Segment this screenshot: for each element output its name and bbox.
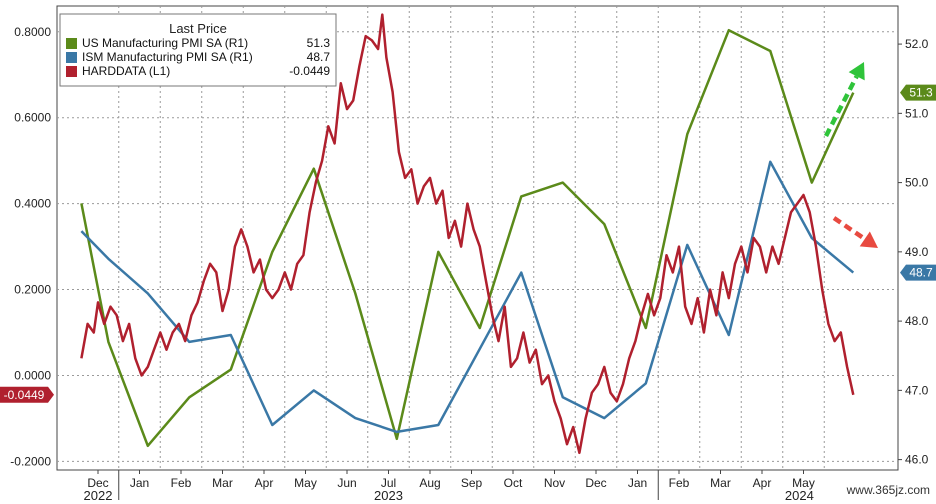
last-value-badges: 51.3 48.7 -0.0449: [0, 84, 936, 403]
x-tick-label: Dec: [585, 476, 606, 490]
down-arrow-icon: [832, 216, 878, 248]
series-line-us-manufacturing-pmi-sa: [80, 28, 855, 448]
watermark: www.365jz.com: [846, 483, 930, 497]
series-line-harddata: [80, 13, 855, 455]
right-axis-ticks: 52.0 51.0 50.0 49.0 48.0 47.0 46.0: [898, 37, 929, 467]
right-tick-label: 52.0: [905, 37, 929, 51]
x-tick-label: Mar: [710, 476, 731, 490]
x-tick-label: Jan: [130, 476, 149, 490]
x-tick-label: Sep: [461, 476, 483, 490]
right-tick-label: 48.0: [905, 314, 929, 328]
left-tick-label: 0.6000: [14, 111, 51, 125]
legend-label: HARDDATA (L1): [82, 64, 170, 78]
legend-label: US Manufacturing PMI SA (R1): [82, 36, 248, 50]
arrow-head: [859, 231, 878, 248]
left-tick-label: -0.2000: [10, 454, 51, 468]
left-tick-label: 0.2000: [14, 283, 51, 297]
arrow-head: [848, 62, 865, 81]
legend-value: 48.7: [307, 50, 331, 64]
ism-pmi-last-badge: 48.7: [900, 264, 936, 281]
badge-shape: [900, 264, 936, 281]
x-year-label: 2022: [84, 488, 113, 503]
x-tick-label: Aug: [419, 476, 440, 490]
legend-title: Last Price: [169, 21, 227, 36]
x-tick-label: Dec: [87, 476, 108, 490]
x-tick-label: Jul: [381, 476, 396, 490]
x-tick-label: Feb: [171, 476, 192, 490]
x-tick-label: Oct: [504, 476, 523, 490]
x-tick-label: Jan: [628, 476, 647, 490]
badge-label: 51.3: [909, 86, 933, 100]
legend-value: -0.0449: [289, 64, 330, 78]
right-tick-label: 51.0: [905, 106, 929, 120]
x-tick-label: Jun: [337, 476, 356, 490]
us-pmi-last-badge: 51.3: [900, 84, 936, 101]
legend-swatch: [66, 38, 77, 49]
x-tick-label: Mar: [212, 476, 233, 490]
harddata-last-badge: -0.0449: [0, 386, 54, 403]
x-year-label: 2024: [785, 488, 814, 503]
legend-label: ISM Manufacturing PMI SA (R1): [82, 50, 253, 64]
right-tick-label: 47.0: [905, 383, 929, 397]
series-lines: [80, 13, 855, 455]
right-tick-label: 46.0: [905, 453, 929, 467]
badge-label: 48.7: [909, 266, 933, 280]
legend-swatch: [66, 66, 77, 77]
arrow-shaft: [823, 75, 859, 138]
up-arrow-icon: [823, 62, 865, 138]
series-line-ism-manufacturing-pmi-sa: [80, 160, 855, 434]
left-tick-label: 0.4000: [14, 197, 51, 211]
badge-label: -0.0449: [4, 388, 45, 402]
badge-shape: [0, 386, 54, 403]
left-tick-label: 0.8000: [14, 25, 51, 39]
right-tick-label: 49.0: [905, 245, 929, 259]
plot-frame: [56, 5, 899, 471]
x-year-label: 2023: [374, 488, 403, 503]
legend-value: 51.3: [307, 36, 331, 50]
badge-shape: [900, 84, 936, 101]
x-tick-label: Apr: [753, 476, 772, 490]
x-tick-label: May: [294, 476, 317, 490]
arrow-shaft: [832, 216, 867, 241]
left-axis-ticks: 0.8000 0.6000 0.4000 0.2000 0.0000 -0.2000: [10, 25, 51, 469]
gridlines: [56, 5, 899, 471]
left-tick-label: 0.0000: [14, 368, 51, 382]
right-tick-label: 50.0: [905, 176, 929, 190]
x-tick-label: Apr: [255, 476, 274, 490]
x-tick-label: Feb: [669, 476, 690, 490]
x-tick-label: Nov: [544, 476, 565, 490]
legend-swatch: [66, 52, 77, 63]
x-axis: Dec Jan Feb Mar Apr May Jun Jul Aug Sep Oct Nov Dec J…: [84, 470, 815, 503]
legend-box: [59, 13, 337, 87]
x-tick-label: May: [792, 476, 815, 490]
annotation-arrows: [823, 62, 878, 248]
